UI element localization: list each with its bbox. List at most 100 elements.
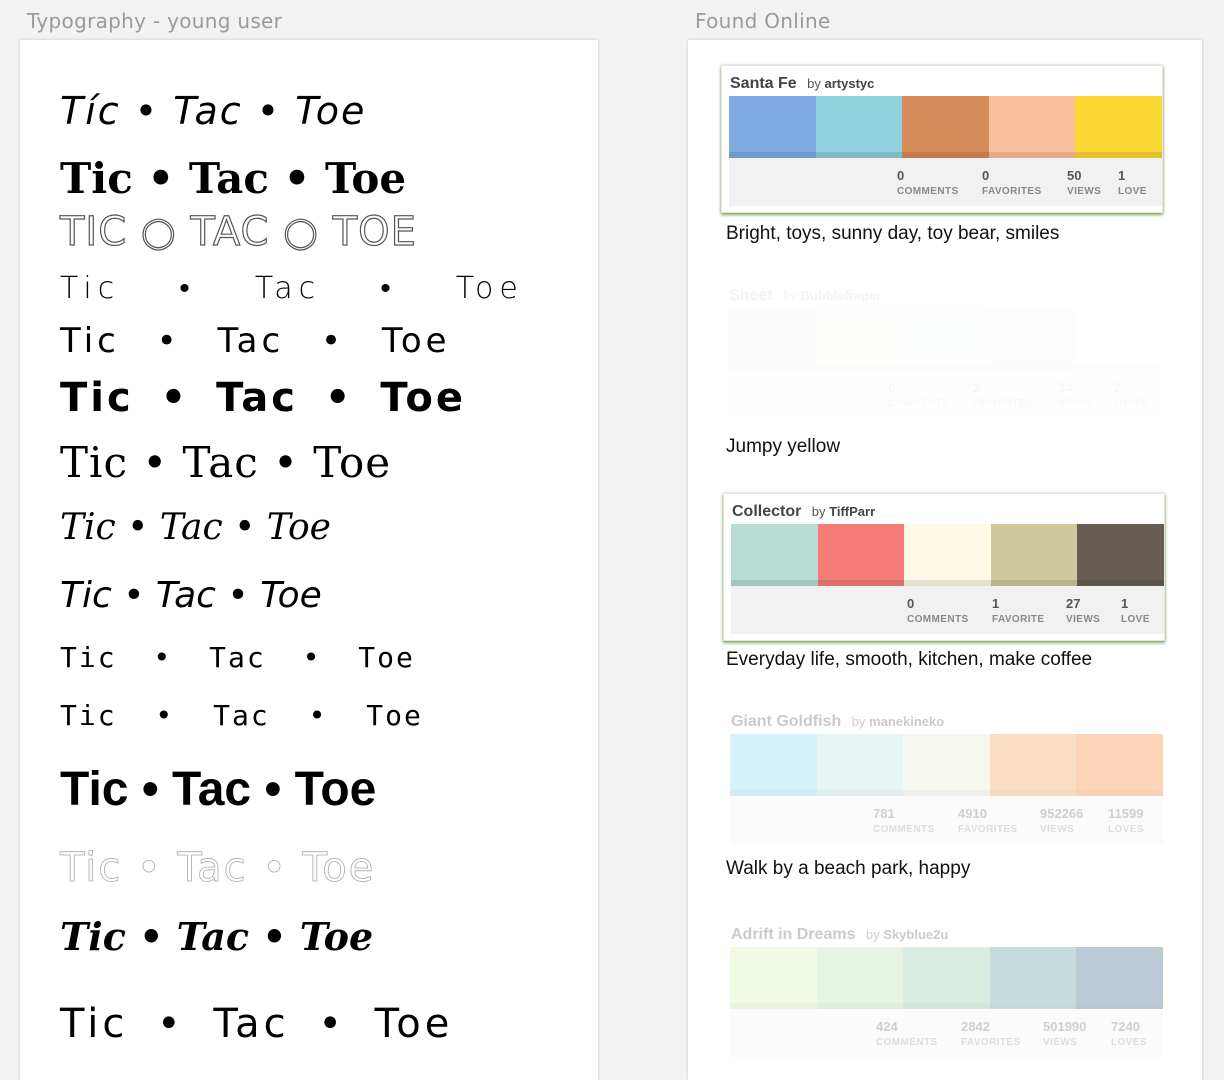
palette-title[interactable]: Collector: [732, 503, 802, 520]
stat-views: 34 VIEWS: [1058, 380, 1093, 409]
color-swatch[interactable]: [728, 308, 815, 370]
color-swatch[interactable]: [816, 734, 904, 796]
color-swatch[interactable]: [904, 524, 991, 586]
stat-loves: 11599 LOVES: [1108, 806, 1144, 835]
typography-sample-9: Tic • Tac • Toe: [60, 575, 322, 616]
palette-stats-bar: 424 COMMENTS 2842 FAVORITES 501990 VIEWS 72…: [730, 1009, 1163, 1057]
stat-loves: 1 LOVE: [1121, 596, 1150, 625]
palette-stats-bar: 0 COMMENTS 2 FAVORITES 34 VIEWS 2 LOVES: [728, 370, 1161, 418]
typography-artboard-title[interactable]: Typography - young user: [27, 9, 283, 33]
color-swatch[interactable]: [901, 308, 988, 370]
color-swatch[interactable]: [817, 524, 905, 586]
color-swatch[interactable]: [903, 947, 990, 1009]
found-online-artboard: Santa Fe by artystyc 0 COMMENTS 0 FAVORITE…: [688, 40, 1202, 1080]
stat-favorites: 2842 FAVORITES: [961, 1019, 1021, 1048]
palette-by-label: by: [811, 504, 826, 519]
stat-favorites: 1 FAVORITE: [992, 596, 1045, 625]
color-swatch[interactable]: [1076, 947, 1163, 1009]
typography-sample-15: Tic • Tac • Toe: [60, 1001, 454, 1047]
palette-header: Sheet by Bubblefraper: [729, 287, 881, 305]
color-swatch[interactable]: [1074, 308, 1161, 370]
stat-favorites: 4910 FAVORITES: [958, 806, 1018, 835]
stat-comments: 0 COMMENTS: [907, 596, 969, 625]
color-swatch[interactable]: [1076, 734, 1163, 796]
palette-author-link[interactable]: manekineko: [869, 714, 945, 729]
palette-author-link[interactable]: TiffParr: [829, 504, 876, 519]
color-swatch[interactable]: [1077, 524, 1164, 586]
palette-swatches: [728, 308, 1161, 370]
color-swatch[interactable]: [988, 96, 1076, 158]
typography-sample-10: Tic • Tac • Toe: [60, 641, 415, 674]
color-swatch[interactable]: [902, 96, 989, 158]
palette-card-giant-goldfish[interactable]: Giant Goldfish by manekineko 781 COMMENTS…: [723, 704, 1163, 850]
stat-comments: 424 COMMENTS: [876, 1019, 938, 1048]
palette-by-label: by: [807, 76, 821, 91]
palette-header: Santa Fe by artystyc: [730, 75, 874, 93]
palette-title[interactable]: Adrift in Dreams: [731, 926, 856, 943]
palette-stats-bar: 781 COMMENTS 4910 FAVORITES 952266 VIEWS 11…: [730, 796, 1163, 844]
palette-author-link[interactable]: Bubblefraper: [800, 288, 882, 303]
palette-header: Giant Goldfish by manekineko: [731, 713, 944, 731]
typography-sample-6: Tic • Tac • Toe: [60, 375, 466, 421]
typography-sample-5: Tic • Tac • Toe: [60, 321, 451, 361]
stat-comments: 0 COMMENTS: [897, 168, 959, 197]
stat-comments: 781 COMMENTS: [873, 806, 935, 835]
color-swatch[interactable]: [903, 734, 990, 796]
palette-caption: Jumpy yellow: [726, 436, 841, 457]
stat-favorites: 2 FAVORITES: [973, 380, 1033, 409]
palette-swatches: [730, 734, 1163, 796]
color-swatch[interactable]: [730, 947, 817, 1009]
typography-sample-14: Tic • Tac • Toe: [60, 914, 374, 959]
palette-author-link[interactable]: artystyc: [824, 76, 875, 91]
typography-sample-4: Tic • Tac • Toe: [60, 271, 524, 306]
palette-card-collector[interactable]: Collector by TiffParr 0 COMMENTS 1 FAVORIT…: [723, 493, 1165, 641]
color-swatch[interactable]: [814, 308, 902, 370]
palette-swatches: [731, 524, 1164, 586]
stat-views: 952266 VIEWS: [1040, 806, 1084, 835]
color-swatch[interactable]: [816, 947, 904, 1009]
palette-header: Collector by TiffParr: [732, 503, 875, 521]
typography-sample-8: Tic • Tac • Toe: [60, 507, 331, 548]
palette-caption: Bright, toys, sunny day, toy bear, smile…: [726, 223, 1060, 244]
typography-sample-11: Tic • Tac • Toe: [60, 699, 423, 732]
palette-by-label: by: [851, 714, 866, 729]
palette-header: Adrift in Dreams by Skyblue2u: [731, 926, 948, 944]
palette-card-adrift-in-dreams[interactable]: Adrift in Dreams by Skyblue2u 424 COMMENT…: [723, 917, 1163, 1063]
typography-sample-12: Tic • Tac • Toe: [60, 763, 377, 816]
palette-stats-bar: 0 COMMENTS 1 FAVORITE 27 VIEWS 1 LOVE: [731, 586, 1164, 634]
palette-swatches: [730, 947, 1163, 1009]
stat-views: 501990 VIEWS: [1043, 1019, 1087, 1048]
color-swatch[interactable]: [729, 96, 816, 158]
stat-comments: 0 COMMENTS: [888, 380, 950, 409]
palette-author-link[interactable]: Skyblue2u: [883, 927, 949, 942]
palette-card-santa-fe[interactable]: Santa Fe by artystyc 0 COMMENTS 0 FAVORITE…: [721, 65, 1163, 213]
typography-artboard: Tíc • Tac • Toe Tic • Tac • Toe TIC ○ TA…: [20, 40, 598, 1080]
palette-title[interactable]: Giant Goldfish: [731, 713, 842, 730]
typography-sample-2: Tic • Tac • Toe: [60, 154, 407, 203]
stat-favorites: 0 FAVORITES: [982, 168, 1042, 197]
typography-sample-3: TIC ○ TAC ○ TOE: [59, 209, 417, 255]
typography-sample-13: Tic • Tac • Toe: [60, 845, 376, 891]
color-swatch[interactable]: [989, 947, 1077, 1009]
stat-loves: 2 LOVES: [1113, 380, 1149, 409]
found-online-artboard-title[interactable]: Found Online: [695, 9, 831, 33]
color-swatch[interactable]: [731, 524, 818, 586]
typography-sample-7: Tic • Tac • Toe: [60, 438, 392, 487]
palette-by-label: by: [783, 288, 797, 303]
typography-sample-1: Tíc • Tac • Toe: [60, 89, 367, 133]
palette-title[interactable]: Sheet: [729, 287, 773, 304]
stat-views: 27 VIEWS: [1066, 596, 1101, 625]
palette-caption: Walk by a beach park, happy: [726, 858, 971, 879]
color-swatch[interactable]: [730, 734, 817, 796]
palette-by-label: by: [865, 927, 880, 942]
palette-card-sheet[interactable]: Sheet by Bubblefraper 0 COMMENTS 2 FAVORIT…: [721, 278, 1161, 424]
color-swatch[interactable]: [815, 96, 903, 158]
color-swatch[interactable]: [987, 308, 1075, 370]
palette-stats-bar: 0 COMMENTS 0 FAVORITES 50 VIEWS 1 LOVE: [729, 158, 1162, 206]
palette-title[interactable]: Santa Fe: [730, 75, 797, 92]
color-swatch[interactable]: [989, 734, 1077, 796]
stat-loves: 1 LOVE: [1118, 168, 1147, 197]
stat-views: 50 VIEWS: [1067, 168, 1102, 197]
color-swatch[interactable]: [1075, 96, 1162, 158]
color-swatch[interactable]: [990, 524, 1078, 586]
